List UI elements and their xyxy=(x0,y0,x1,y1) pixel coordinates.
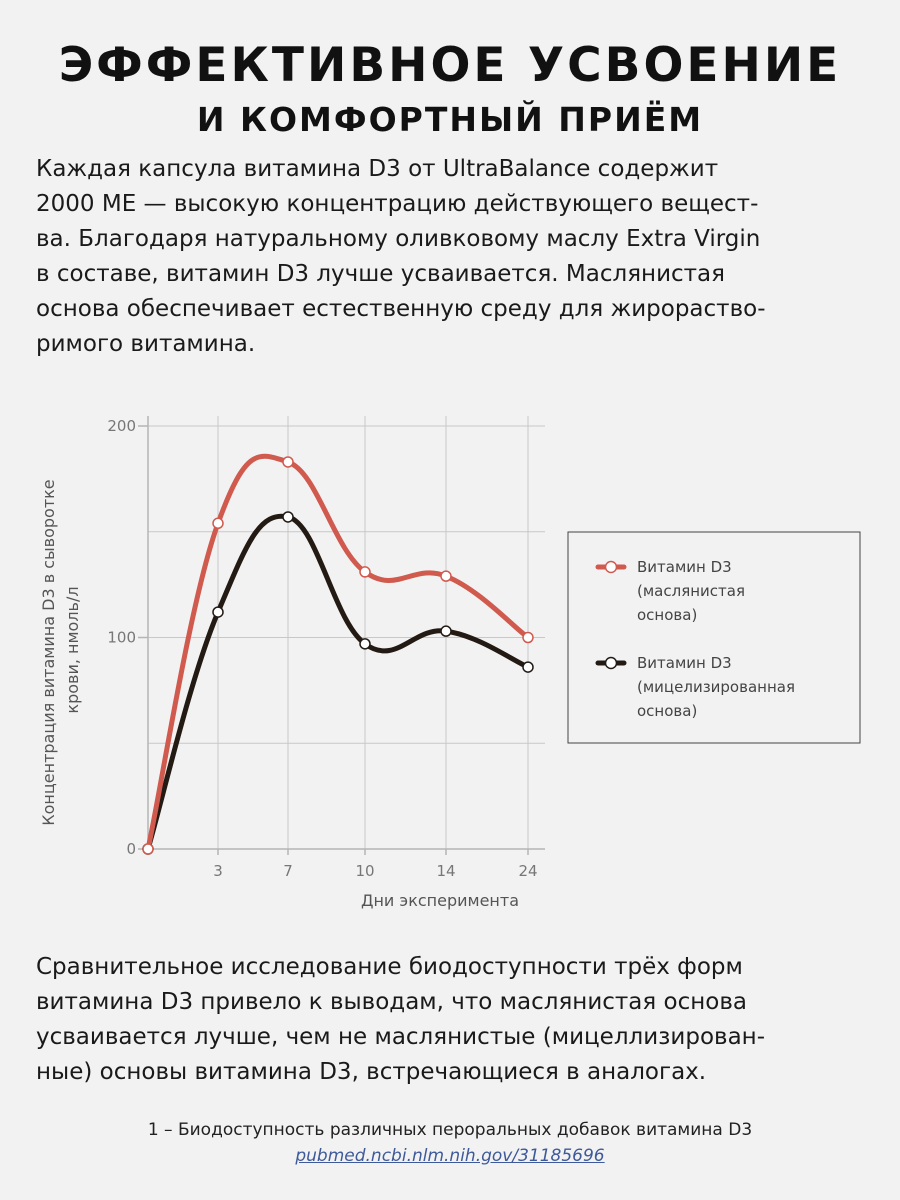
data-point xyxy=(212,517,224,530)
data-point xyxy=(440,625,452,637)
x-tick-label: 10 xyxy=(355,862,374,880)
legend-swatch-marker xyxy=(604,560,618,574)
legend-label-line: основа) xyxy=(637,606,697,624)
y-axis-title-line: крови, нмоль/л xyxy=(63,586,82,713)
intro-line: 2000 МЕ — высокую концентрацию действующ… xyxy=(36,191,759,217)
conclusion-paragraph: Сравнительное исследование биодоступност… xyxy=(36,950,866,1090)
data-point xyxy=(522,631,534,644)
x-tick-label: 24 xyxy=(518,862,537,880)
y-tick-label: 100 xyxy=(107,629,136,647)
x-tick-label: 7 xyxy=(283,862,293,880)
legend-label-line: основа) xyxy=(637,702,697,720)
conclusion-line: ные) основы витамина D3, встречающиеся в… xyxy=(36,1059,707,1085)
data-point xyxy=(359,638,371,650)
chart-grid xyxy=(148,416,545,849)
concentration-chart: 0 100 200 3 7 10 14 24 Витамин D3 (маслянистая ос… xyxy=(39,416,861,910)
x-axis-title: Дни эксперимента xyxy=(361,891,519,910)
conclusion-line: усваивается лучше, чем не маслянистые (м… xyxy=(36,1024,766,1050)
intro-line: Каждая капсула витамина D3 от UltraBalan… xyxy=(36,156,719,182)
y-tick-label: 200 xyxy=(107,417,136,435)
footnote: 1 – Биодоступность различных пероральных… xyxy=(0,1117,900,1169)
data-point xyxy=(359,566,371,578)
intro-line: ва. Благодаря натуральному оливковому ма… xyxy=(36,226,761,252)
footnote-text: 1 – Биодоступность различных пероральных… xyxy=(147,1120,753,1140)
legend-box xyxy=(567,531,861,744)
conclusion-line: Сравнительное исследование биодоступност… xyxy=(36,954,743,980)
title-line-1: ЭФФЕКТИВНОЕ УСВОЕНИЕ xyxy=(58,38,842,93)
intro-line: в составе, витамин D3 лучше усваивается.… xyxy=(36,261,725,287)
chart-axes: 0 100 200 3 7 10 14 24 xyxy=(107,416,545,880)
data-point xyxy=(282,511,294,523)
intro-paragraph: Каждая капсула витамина D3 от UltraBalan… xyxy=(36,152,866,362)
chart-legend: Витамин D3 (маслянистая основа) Витамин D3 (… xyxy=(567,531,861,744)
chart-series xyxy=(142,453,534,855)
y-tick-label: 0 xyxy=(126,840,136,858)
x-tick-label: 14 xyxy=(436,862,455,880)
data-point xyxy=(522,661,534,673)
legend-label-line: (маслянистая xyxy=(637,582,745,600)
source-link[interactable]: pubmed.ncbi.nlm.nih.gov/31185696 xyxy=(295,1146,605,1166)
legend-label-line: Витамин D3 xyxy=(637,654,732,672)
page-title: ЭФФЕКТИВНОЕ УСВОЕНИЕ И КОМФОРТНЫЙ ПРИЁМ xyxy=(0,36,900,144)
legend-swatch-marker xyxy=(604,656,618,670)
legend-label-line: Витамин D3 xyxy=(637,558,732,576)
data-point xyxy=(212,606,224,618)
intro-line: основа обеспечивает естественную среду д… xyxy=(36,296,766,322)
title-line-2: И КОМФОРТНЫЙ ПРИЁМ xyxy=(196,100,704,139)
conclusion-line: витамина D3 привело к выводам, что масля… xyxy=(36,989,748,1015)
legend-label-line: (мицелизированная xyxy=(637,678,795,696)
intro-line: римого витамина. xyxy=(36,331,256,357)
data-point xyxy=(142,843,154,855)
data-point xyxy=(440,570,452,582)
y-axis-title-line: Концентрация витамина D3 в сыворотке xyxy=(39,479,58,825)
data-point xyxy=(282,456,294,468)
y-axis-title: Концентрация витамина D3 в сыворотке кро… xyxy=(39,474,82,825)
x-tick-label: 3 xyxy=(213,862,223,880)
